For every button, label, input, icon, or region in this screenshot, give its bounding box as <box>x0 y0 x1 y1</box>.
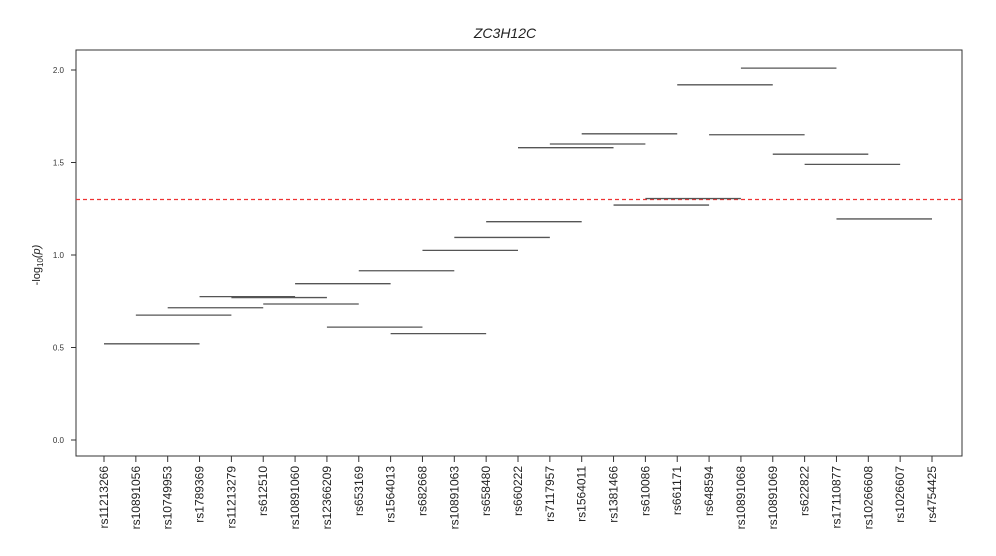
x-tick-label: rs10891069 <box>766 466 780 530</box>
x-tick-label: rs1381466 <box>607 466 621 523</box>
y-tick-label: 2.0 <box>53 66 65 75</box>
x-tick-label: rs10891060 <box>288 466 302 530</box>
x-tick-label: rs4754425 <box>925 466 939 523</box>
x-tick-label: rs610086 <box>638 466 652 516</box>
x-tick-label: rs658480 <box>479 466 493 516</box>
chart-title: ZC3H12C <box>473 25 537 41</box>
x-tick-label: rs11213279 <box>224 466 238 529</box>
y-axis-label-subscript: 10 <box>36 258 45 267</box>
y-tick-label: 1.5 <box>53 159 65 168</box>
x-tick-label: rs7117957 <box>543 466 557 522</box>
x-tick-label: rs682668 <box>415 466 429 516</box>
y-tick-label: 1.0 <box>53 251 65 260</box>
y-axis-label: -log10(p) <box>31 244 45 285</box>
y-axis-label-main: -log <box>31 267 43 285</box>
x-tick-label: rs11213266 <box>97 466 111 529</box>
y-tick-label: 0.0 <box>53 436 65 445</box>
x-tick-label: rs10749953 <box>161 466 175 530</box>
x-tick-label: rs10891068 <box>734 466 748 530</box>
x-tick-label: rs622822 <box>798 466 812 516</box>
y-axis-label-argument: (p) <box>31 244 43 258</box>
x-axis: rs11213266 rs10891056 rs10749953 rs1789369 r… <box>97 456 939 529</box>
x-tick-label: rs17110877 <box>829 466 843 529</box>
x-tick-label: rs661171 <box>670 466 684 515</box>
x-tick-label: rs612510 <box>256 466 270 516</box>
x-tick-label: rs10266608 <box>861 466 875 530</box>
y-axis: 0.0 0.5 1.0 1.5 2.0 <box>53 66 76 445</box>
y-tick-label: 0.5 <box>53 344 65 353</box>
x-tick-label: rs1564011 <box>575 466 589 522</box>
x-tick-label: rs10891063 <box>447 466 461 530</box>
x-tick-label: rs10891056 <box>129 466 143 530</box>
x-tick-label: rs12366209 <box>320 466 334 530</box>
x-tick-label: rs660222 <box>511 466 525 516</box>
x-tick-label: rs1564013 <box>384 466 398 523</box>
x-tick-label: rs1789369 <box>193 466 207 523</box>
x-tick-label: rs653169 <box>352 466 366 516</box>
plot-frame <box>75 49 963 457</box>
segments-layer <box>104 67 932 345</box>
x-tick-label: rs1026607 <box>893 466 907 523</box>
x-tick-label: rs648594 <box>702 466 716 516</box>
